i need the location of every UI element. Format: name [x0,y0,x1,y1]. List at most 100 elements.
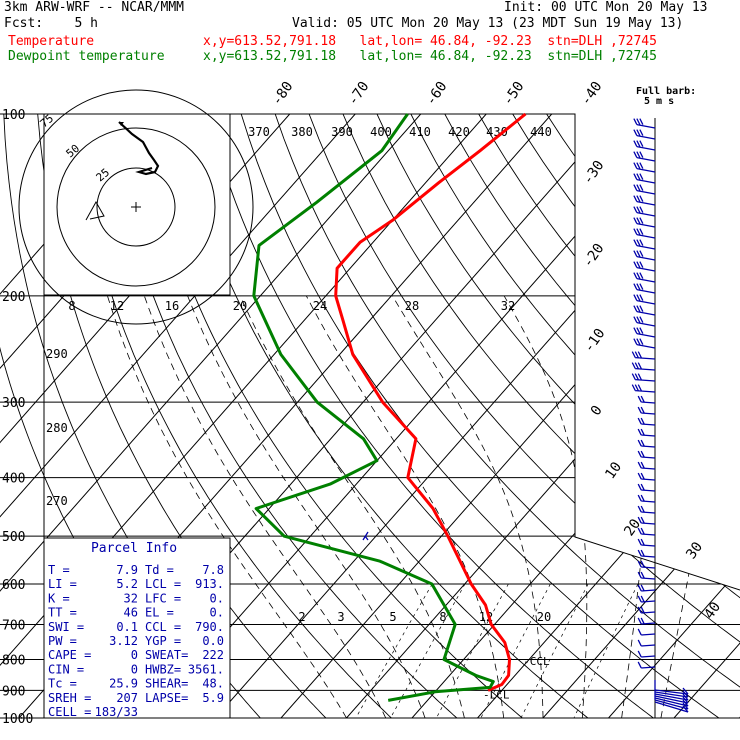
wind-barb [641,555,656,558]
parcel-label: LI = [48,577,77,591]
wind-barb [637,417,642,425]
wind-barb [641,412,656,415]
wind-barb [641,456,656,459]
isotherm-label: 0 [588,403,606,419]
barb-legend-title: Full barb: [636,86,696,97]
wind-barb [633,151,638,158]
wind-barb [641,666,656,669]
wind-barb [641,566,656,569]
wind-barb [637,549,642,557]
wind-barb [641,511,656,514]
hodograph-box [43,113,231,296]
wind-barb [639,283,644,290]
theta-label: 440 [530,125,552,139]
wind-barb [637,384,642,391]
parcel-label: HWBZ= [145,662,181,676]
wind-barb [636,272,641,279]
model-title: 3km ARW-WRF -- NCAR/MMM [4,0,185,15]
parcel-label: PW = [48,634,77,648]
wind-barb [636,250,641,257]
hodograph-scale-label: 24 [313,299,327,313]
wind-barb [635,367,656,371]
isotherm-label: -40 [578,79,606,109]
wind-barb [641,401,656,404]
wind-barb [636,173,641,180]
parcel-value: 7.9 [116,563,138,577]
wind-barb [637,584,642,592]
wind-barb [640,439,645,447]
pressure-label: 900 [2,684,25,699]
wind-barb [641,467,656,470]
temperature-location: x,y=613.52,791.18 lat,lon= 46.84, -92.23… [203,34,657,49]
dry-adiabat [648,114,740,718]
wind-barb [636,145,656,151]
hodograph-ring [96,167,176,247]
parcel-value: 32 [124,591,138,605]
wind-barb [636,294,641,301]
wind-barb [636,118,641,125]
wind-barb [637,472,642,480]
hodograph-ring [18,89,254,325]
theta-label: 270 [46,494,68,508]
hodograph-scale-label: 12 [110,299,124,313]
parcel-label: CELL = [48,705,91,719]
wind-barb [637,606,642,614]
wind-barb [633,195,638,202]
parcel-value: 3561. [188,662,224,676]
wind-barb [639,217,644,224]
wind-barb [639,162,644,169]
wind-barb [641,500,656,503]
hodograph-arrow [119,122,124,126]
pressure-label: 500 [2,530,25,545]
hodograph-scale-label: 8 [68,299,75,313]
wind-barb [636,327,641,334]
wind-barb [639,294,644,301]
wind-barb [637,595,642,603]
dry-adiabat [478,114,740,718]
wind-barb [641,633,656,636]
moist-adiabat [187,295,426,718]
wind-barb [682,687,689,695]
wind-barb [682,696,689,704]
isotherm-label: 20 [621,516,644,539]
hodograph-ring [56,127,216,287]
wind-barb [637,516,642,524]
wind-barb [637,494,642,502]
parcel-value: 207 [116,691,138,705]
wind-barb [654,689,689,695]
forecast-hour: Fcst: 5 h [4,16,98,31]
dewpoint-profile [252,113,495,702]
wind-barb [634,351,639,358]
wind-barb [639,261,644,268]
wind-barb [633,217,638,224]
wind-barb [636,189,656,195]
parcel-value: 913. [195,577,224,591]
isotherm-line [673,114,740,718]
dry-adiabat [580,114,740,718]
wind-barb [637,483,642,491]
wind-barb [654,695,689,704]
wind-barbs [631,118,689,713]
wind-barb [637,628,642,636]
wind-barb [640,584,645,592]
parcel-label: SREH = [48,691,91,705]
temperature-profile [334,112,527,692]
isotherm-label: -30 [580,158,608,188]
isotherm-line [542,114,740,718]
wind-barb [631,362,636,369]
wind-barb [637,527,642,535]
wind-barb [636,140,641,147]
wind-barb [640,571,645,579]
wind-barb [640,549,645,557]
wind-barb [634,373,639,380]
wind-barb [633,239,638,246]
wind-barb [637,505,642,513]
wind-barb [640,595,645,603]
hodograph-scale-label: 32 [501,299,515,313]
wind-barb [631,384,636,391]
parcel-label: SWI = [48,620,84,634]
wind-barb [637,439,642,447]
wind-barb [639,316,644,323]
wind-barb [635,378,656,382]
wind-barb [636,299,656,305]
